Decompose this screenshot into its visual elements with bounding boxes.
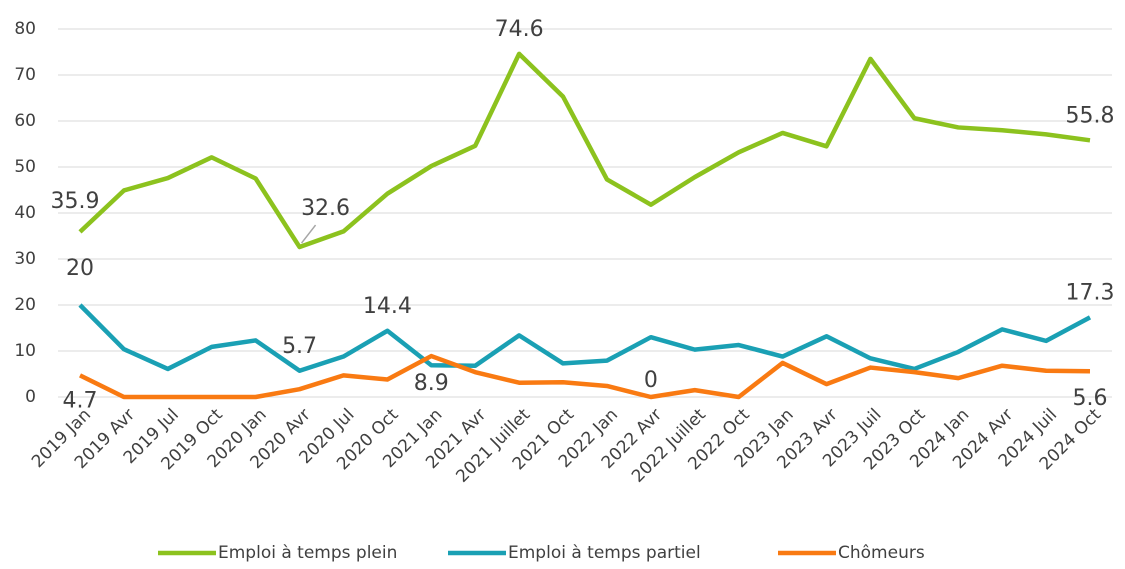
data-label: 55.8 xyxy=(1066,103,1115,128)
series-line xyxy=(78,303,1092,374)
y-tick-label: 80 xyxy=(14,19,36,39)
data-label: 32.6 xyxy=(301,196,350,221)
legend-label: Chômeurs xyxy=(838,543,925,563)
y-tick-label: 60 xyxy=(14,111,36,131)
series-line xyxy=(78,51,1091,250)
leader-line xyxy=(300,224,317,244)
y-tick-label: 70 xyxy=(14,65,36,85)
data-label: 5.6 xyxy=(1073,386,1108,411)
data-label: 74.6 xyxy=(495,17,544,42)
y-tick-label: 30 xyxy=(14,249,36,269)
data-label: 17.3 xyxy=(1066,280,1115,305)
legend-label: Emploi à temps partiel xyxy=(508,543,701,563)
legend-label: Emploi à temps plein xyxy=(218,543,397,563)
y-tick-label: 40 xyxy=(14,203,36,223)
y-tick-label: 50 xyxy=(14,157,36,177)
y-tick-label: 10 xyxy=(14,341,36,361)
data-label: 0 xyxy=(644,368,658,393)
y-tick-label: 0 xyxy=(25,387,36,407)
y-tick-label: 20 xyxy=(14,295,36,315)
data-label: 8.9 xyxy=(414,371,449,396)
series-line xyxy=(79,353,1091,400)
data-label: 5.7 xyxy=(282,334,317,359)
data-label: 20 xyxy=(66,256,94,281)
data-label: 14.4 xyxy=(363,294,412,319)
data-label: 4.7 xyxy=(63,388,98,413)
data-label: 35.9 xyxy=(51,189,100,214)
